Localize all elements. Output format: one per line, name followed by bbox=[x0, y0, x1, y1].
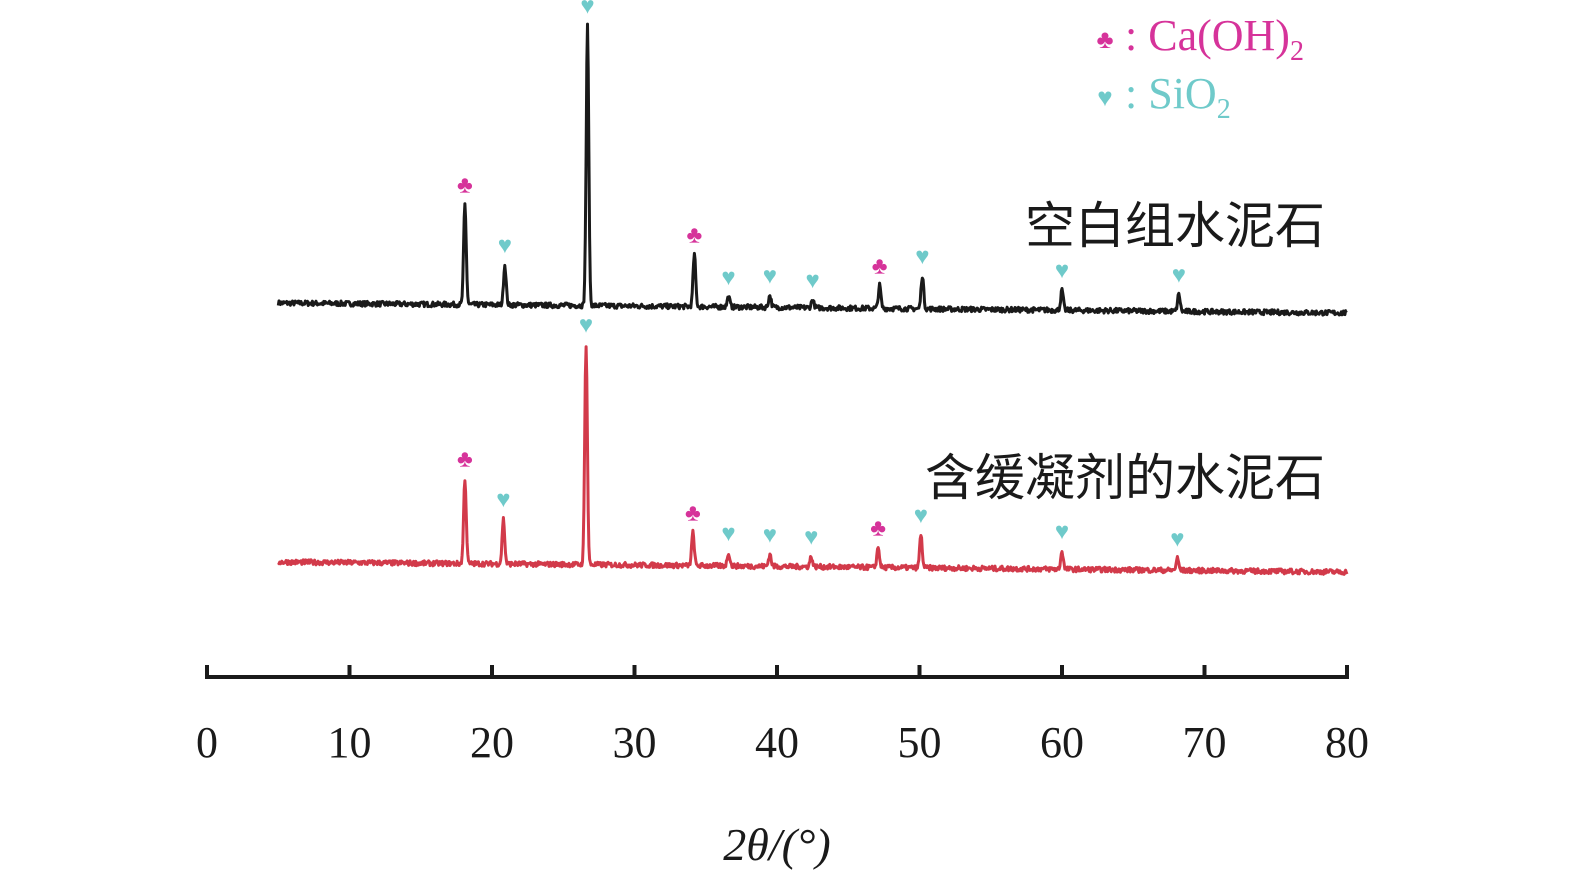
x-tick-label: 0 bbox=[196, 718, 218, 767]
peak-marker: ♥ bbox=[763, 522, 777, 548]
x-axis-label: 2θ/(°) bbox=[723, 819, 830, 870]
x-axis: 0 10 20 30 40 50 60 70 80 2θ/(°) bbox=[196, 665, 1369, 870]
legend-symbol: ♣ bbox=[1096, 25, 1113, 54]
x-tick-label: 20 bbox=[470, 718, 514, 767]
peak-marker: ♥ bbox=[806, 268, 820, 294]
peak-marker: ♥ bbox=[721, 521, 735, 547]
legend-label: : Ca(OH)2 bbox=[1125, 11, 1304, 67]
legend-symbol: ♥ bbox=[1097, 83, 1112, 112]
x-tick-label: 10 bbox=[328, 718, 372, 767]
x-tick-label: 60 bbox=[1040, 718, 1084, 767]
peak-marker: ♥ bbox=[1172, 262, 1186, 288]
x-axis-ticks: 0 10 20 30 40 50 60 70 80 bbox=[196, 665, 1369, 767]
x-tick-label: 80 bbox=[1325, 718, 1369, 767]
peak-marker: ♥ bbox=[496, 487, 510, 513]
peak-marker: ♣ bbox=[686, 223, 702, 249]
peak-marker: ♥ bbox=[763, 263, 777, 289]
peak-marker: ♥ bbox=[498, 233, 512, 259]
series-layer bbox=[276, 22, 1349, 576]
peak-marker: ♥ bbox=[1055, 258, 1069, 284]
peak-marker: ♥ bbox=[721, 265, 735, 291]
peak-marker: ♥ bbox=[915, 244, 929, 270]
x-tick-label: 70 bbox=[1183, 718, 1227, 767]
peak-marker: ♥ bbox=[914, 503, 928, 529]
legend-item: ♣ : Ca(OH)2 bbox=[1096, 11, 1304, 67]
legend-label: : SiO2 bbox=[1125, 69, 1231, 125]
peak-marker: ♣ bbox=[685, 501, 701, 527]
peak-marker: ♥ bbox=[580, 0, 594, 20]
series-line bbox=[276, 22, 1348, 317]
series-line bbox=[277, 345, 1349, 576]
peak-marker: ♥ bbox=[1170, 526, 1184, 552]
legend: ♣ : Ca(OH)2 ♥ : SiO2 bbox=[1096, 11, 1304, 125]
peak-marker: ♥ bbox=[1055, 519, 1069, 545]
x-tick-label: 40 bbox=[755, 718, 799, 767]
peak-marker: ♣ bbox=[872, 253, 888, 279]
x-tick-label: 30 bbox=[613, 718, 657, 767]
peak-marker: ♣ bbox=[457, 173, 473, 199]
peak-marker: ♣ bbox=[457, 447, 473, 473]
peak-marker: ♣ bbox=[870, 515, 886, 541]
x-tick-label: 50 bbox=[898, 718, 942, 767]
series-label: 含缓凝剂的水泥石 bbox=[925, 450, 1325, 506]
legend-item: ♥ : SiO2 bbox=[1097, 69, 1230, 125]
peak-marker: ♥ bbox=[804, 525, 818, 551]
peak-marker: ♥ bbox=[579, 313, 593, 339]
peak-marker-layer: ♣ ♥ ♥ ♣ ♥ ♥ ♥ ♣ ♥ ♥ ♥ ♣ ♥ ♥ ♣ ♥ ♥ ♥ ♣ ♥ ♥ ♥ bbox=[457, 0, 1186, 552]
series-label: 空白组水泥石 bbox=[1025, 198, 1325, 254]
